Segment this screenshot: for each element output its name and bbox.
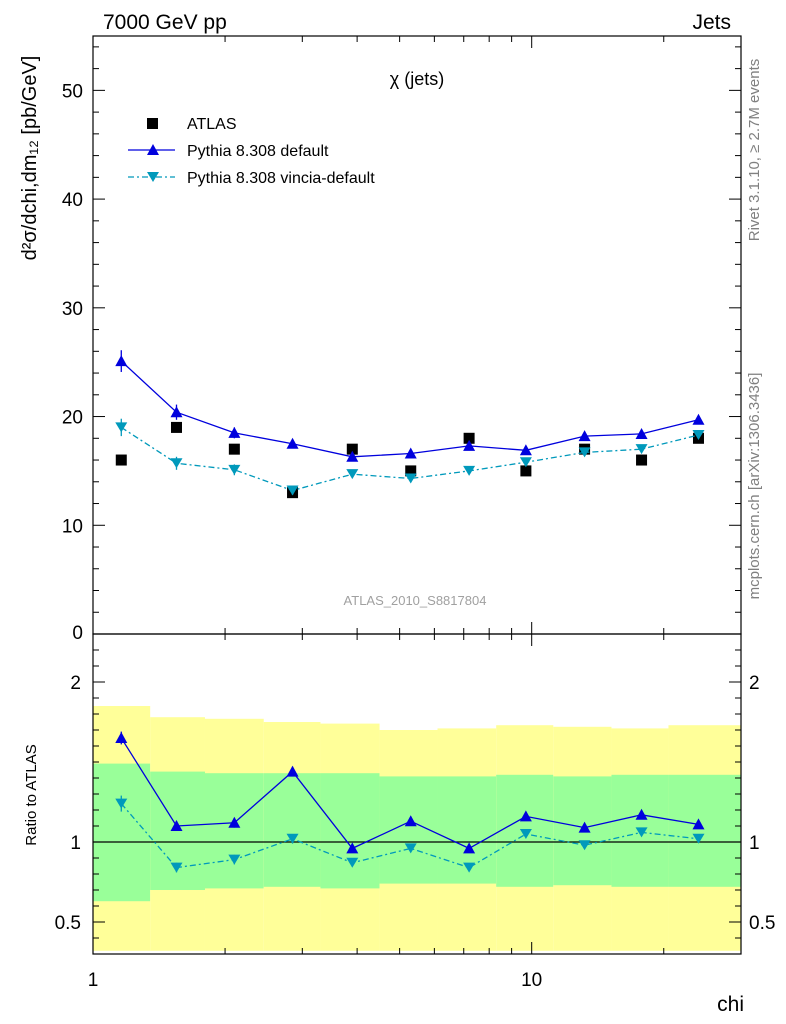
header-jets-label: Jets: [692, 11, 731, 34]
ratio-y-tick-label: 0.5: [55, 913, 81, 934]
legend-default-label: Pythia 8.308 default: [187, 143, 329, 160]
pythia-vincia-marker: [286, 485, 299, 496]
pythia-default-marker: [346, 450, 359, 462]
ratio-pythia-default-marker: [463, 842, 476, 854]
pythia-default-marker: [228, 426, 241, 438]
ratio-pythia-vincia-marker: [692, 833, 705, 844]
pythia-vincia-marker: [463, 465, 476, 476]
pythia-default-marker: [692, 413, 705, 425]
pythia-vincia-marker: [692, 430, 705, 441]
pythia-default-marker: [519, 444, 532, 456]
analysis-watermark: ATLAS_2010_S8817804: [344, 593, 487, 608]
main-y-tick-label: 20: [62, 408, 83, 429]
atlas-data-point: [346, 443, 358, 455]
atlas-data-point: [405, 465, 417, 477]
ratio-pythia-default-marker: [115, 732, 128, 743]
ratio-pythia-default-marker: [404, 815, 417, 827]
main-y-axis-label: d²σ/dchi,dm₁₂ [pb/GeV]: [19, 56, 41, 261]
main-y-tick-label: 40: [62, 190, 83, 211]
uncertainty-band-green: [204, 773, 264, 889]
pythia-vincia-marker: [115, 422, 128, 433]
ratio-y-tick-label: 1: [70, 833, 81, 854]
uncertainty-band-green: [263, 773, 321, 887]
header-energy-label: 7000 GeV pp: [103, 11, 227, 34]
pythia-vincia-marker: [519, 457, 532, 468]
ratio-pythia-default-marker: [635, 808, 648, 820]
pythia-vincia-marker: [346, 469, 359, 480]
x-axis-label: chi: [717, 993, 744, 1016]
ratio-pythia-vincia-marker: [635, 827, 648, 838]
ratio-frame: [92, 633, 742, 955]
ratio-pythia-vincia-marker: [228, 854, 241, 865]
atlas-data-point: [228, 443, 240, 455]
pythia-default-marker: [115, 355, 128, 367]
pythia-vincia-marker: [578, 447, 591, 458]
ratio-pythia-vincia-marker: [346, 857, 359, 868]
ratio-y-tick-label-right: 0.5: [749, 913, 775, 934]
uncertainty-band-green: [93, 763, 151, 902]
ratio-pythia-vincia-marker: [286, 833, 299, 844]
mcplots-reference-label: mcplots.cern.ch [arXiv:1306.3436]: [746, 373, 763, 600]
legend-atlas-marker: [147, 118, 158, 129]
main-y-tick-label: 10: [62, 516, 83, 537]
pythia-default-marker: [286, 437, 299, 449]
legend-atlas-label: ATLAS: [187, 116, 237, 133]
ratio-y-tick-label: 2: [70, 673, 81, 694]
x-tick-label: 10: [521, 970, 542, 991]
ratio-pythia-default-marker: [519, 810, 532, 822]
pythia-vincia-marker: [228, 464, 241, 475]
ratio-pythia-vincia-line: [120, 803, 699, 869]
main-y-tick-label: 30: [62, 299, 83, 320]
uncertainty-band-green: [668, 774, 741, 887]
ratio-pythia-default-marker: [286, 765, 299, 777]
ratio-pythia-default-marker: [692, 818, 705, 830]
atlas-data-point: [115, 454, 127, 466]
ratio-pythia-vincia-marker: [170, 862, 183, 873]
ratio-pythia-default-marker: [228, 816, 241, 828]
pythia-default-marker: [170, 406, 183, 418]
atlas-data-point: [636, 454, 648, 466]
uncertainty-band-green: [320, 773, 380, 889]
rivet-version-label: Rivet 3.1.10, ≥ 2.7M events: [746, 59, 763, 242]
x-tick-label: 1: [88, 970, 99, 991]
pythia-default-marker: [635, 427, 648, 439]
pythia-vincia-marker: [170, 458, 183, 469]
ratio-pythia-default-marker: [578, 821, 591, 833]
pythia-vincia-marker: [404, 473, 417, 484]
main-y-tick-label: 0: [72, 623, 83, 644]
legend-vincia-label: Pythia 8.308 vincia-default: [187, 170, 375, 187]
main-chart-title: χ (jets): [390, 69, 444, 89]
legend-vincia-marker: [147, 172, 159, 182]
pythia-default-marker: [463, 439, 476, 451]
pythia-default-line: [120, 360, 699, 458]
pythia-default-marker: [404, 447, 417, 459]
ratio-pythia-default-marker: [170, 820, 183, 831]
pythia-vincia-marker: [635, 444, 648, 455]
atlas-data-point: [463, 432, 475, 444]
ratio-pythia-vincia-marker: [463, 862, 476, 873]
legend-default-marker: [147, 144, 159, 155]
main-panel: 0 10 20 30 40 50: [62, 35, 742, 644]
ratio-y-tick-label-right: 2: [749, 673, 760, 694]
uncertainty-band-green: [379, 776, 438, 884]
atlas-data-point: [520, 465, 532, 477]
atlas-data-point: [170, 421, 182, 433]
ratio-pythia-vincia-marker: [519, 829, 532, 839]
legend: ATLAS Pythia 8.308 default Pythia 8.308 …: [128, 116, 375, 187]
ratio-y-axis-label: Ratio to ATLAS: [23, 744, 40, 845]
ratio-y-tick-label-right: 1: [749, 833, 760, 854]
ratio-pythia-vincia-marker: [578, 840, 591, 851]
main-y-tick-label: 50: [62, 81, 83, 102]
ratio-pythia-vincia-marker: [404, 843, 417, 854]
pythia-default-marker: [578, 430, 591, 442]
ratio-panel: 0.5 0.5 1 1 2 2 1 10: [55, 633, 775, 991]
ratio-pythia-vincia-marker: [115, 798, 128, 809]
ratio-pythia-default-marker: [346, 842, 359, 854]
